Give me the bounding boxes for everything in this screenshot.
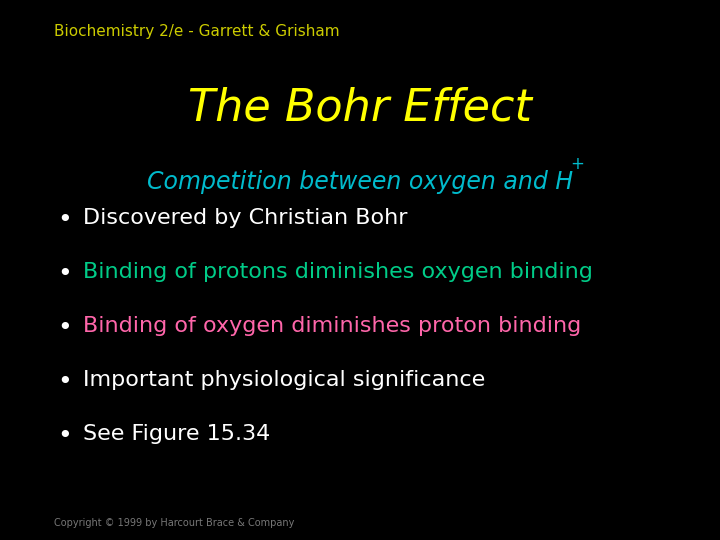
Text: •: • xyxy=(58,208,72,232)
Text: See Figure 15.34: See Figure 15.34 xyxy=(83,424,270,444)
Text: Competition between oxygen and H: Competition between oxygen and H xyxy=(147,170,573,194)
Text: +: + xyxy=(570,155,584,173)
Text: Binding of oxygen diminishes proton binding: Binding of oxygen diminishes proton bind… xyxy=(83,316,581,336)
Text: Important physiological significance: Important physiological significance xyxy=(83,370,485,390)
Text: •: • xyxy=(58,262,72,286)
Text: Copyright © 1999 by Harcourt Brace & Company: Copyright © 1999 by Harcourt Brace & Com… xyxy=(54,518,294,528)
Text: •: • xyxy=(58,316,72,340)
Text: Binding of protons diminishes oxygen binding: Binding of protons diminishes oxygen bin… xyxy=(83,262,593,282)
Text: The Bohr Effect: The Bohr Effect xyxy=(188,86,532,130)
Text: •: • xyxy=(58,370,72,394)
Text: Biochemistry 2/e - Garrett & Grisham: Biochemistry 2/e - Garrett & Grisham xyxy=(54,24,340,39)
Text: Discovered by Christian Bohr: Discovered by Christian Bohr xyxy=(83,208,408,228)
Text: •: • xyxy=(58,424,72,448)
